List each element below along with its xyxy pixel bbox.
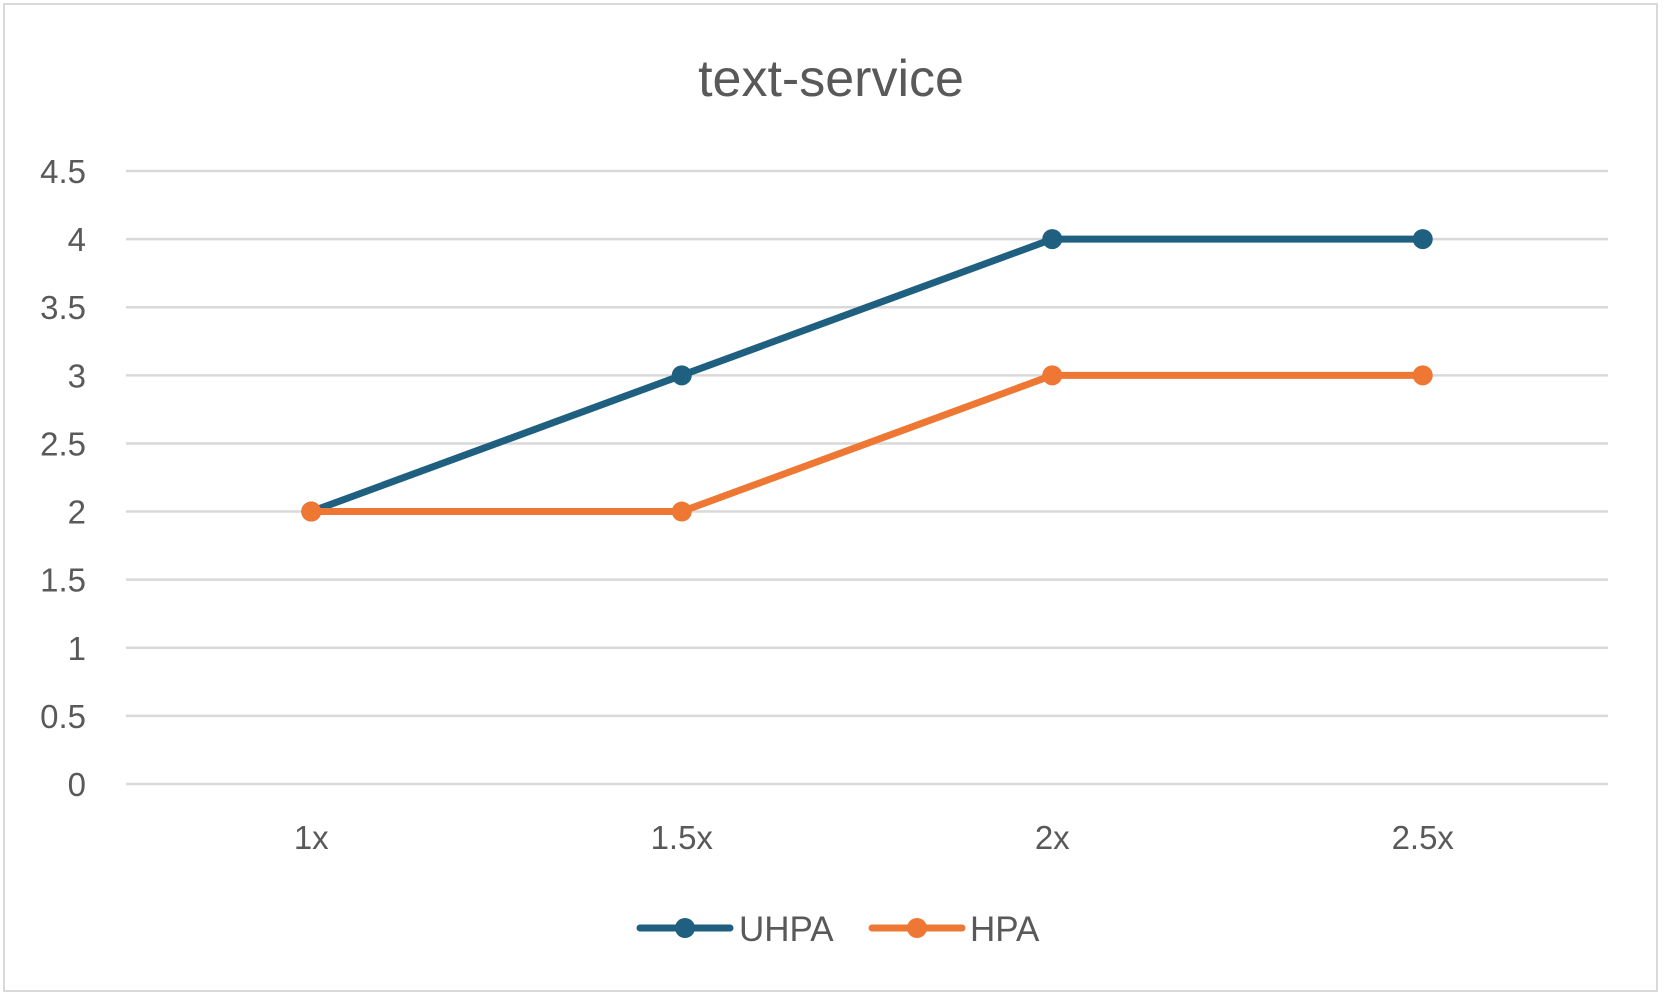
- series-hpa: [301, 365, 1433, 522]
- x-tick-label: 2.5x: [1392, 819, 1455, 856]
- y-tick-label: 3.5: [40, 289, 86, 326]
- y-tick-label: 2: [68, 494, 86, 531]
- legend-label: UHPA: [739, 910, 834, 949]
- x-tick-label: 2x: [1035, 819, 1070, 856]
- data-point: [1412, 365, 1433, 386]
- y-tick-label: 0.5: [40, 698, 86, 735]
- legend-item-hpa: HPA: [868, 910, 1040, 949]
- x-tick-label: 1x: [294, 819, 329, 856]
- data-point: [1412, 229, 1433, 250]
- data-point: [671, 501, 692, 522]
- data-point: [1042, 365, 1063, 386]
- x-tick-label: 1.5x: [651, 819, 714, 856]
- y-tick-label: 0: [68, 766, 86, 803]
- chart-title: text-service: [698, 50, 964, 108]
- y-tick-label: 2.5: [40, 425, 86, 462]
- series-lines: [301, 229, 1433, 522]
- y-tick-label: 1.5: [40, 562, 86, 599]
- legend-label: HPA: [970, 910, 1040, 949]
- chart-frame: [3, 3, 1658, 992]
- legend: UHPA HPA: [636, 910, 1040, 949]
- y-tick-label: 1: [68, 630, 86, 667]
- legend-marker: [675, 918, 695, 938]
- x-axis-tick-labels: 1x 1.5x 2x 2.5x: [294, 819, 1455, 856]
- data-point: [1042, 229, 1063, 250]
- data-point: [671, 365, 692, 386]
- y-tick-label: 4: [68, 221, 86, 258]
- gridlines: [126, 169, 1608, 786]
- y-tick-label: 3: [68, 357, 86, 394]
- legend-item-uhpa: UHPA: [636, 910, 834, 949]
- legend-marker: [907, 918, 927, 938]
- series-line: [307, 371, 1427, 516]
- data-point: [301, 501, 322, 522]
- y-tick-label: 4.5: [40, 153, 86, 190]
- series-line: [307, 235, 1427, 516]
- y-axis-tick-labels: 0 0.5 1 1.5 2 2.5 3 3.5 4 4.5: [40, 153, 86, 803]
